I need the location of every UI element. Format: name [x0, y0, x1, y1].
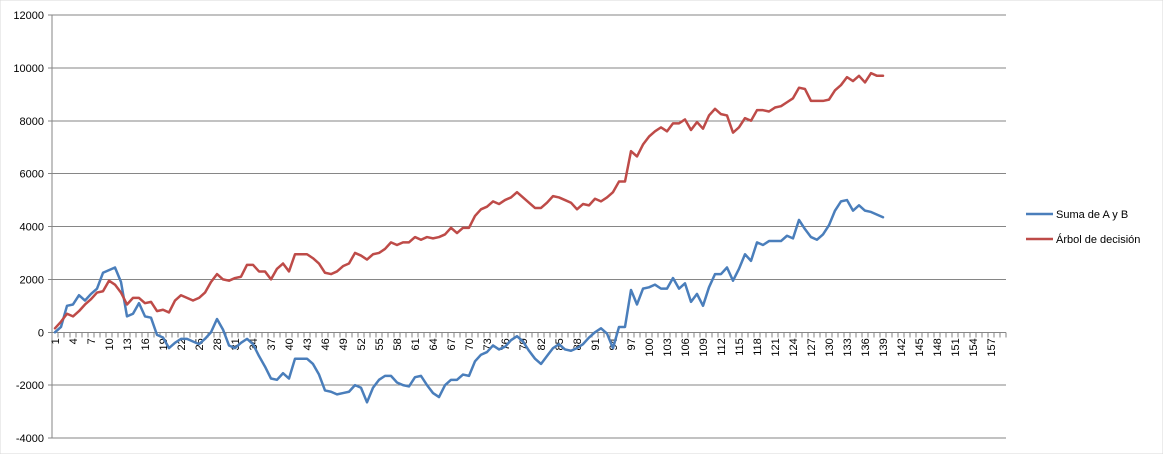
x-tick-label: 64 — [428, 338, 440, 350]
x-tick-label: 1 — [50, 338, 62, 344]
x-tick-label: 19 — [158, 338, 170, 350]
y-tick-label: 2000 — [20, 274, 44, 286]
x-tick-label: 139 — [878, 338, 890, 356]
series-lines — [53, 71, 885, 404]
x-tick-label: 88 — [572, 338, 584, 350]
x-tick-label: 130 — [824, 338, 836, 356]
x-tick-label: 154 — [968, 338, 980, 356]
x-tick-label: 109 — [698, 338, 710, 356]
x-tick-label: 106 — [680, 338, 692, 356]
x-tick-label: 16 — [140, 338, 152, 350]
x-tick-label: 91 — [590, 338, 602, 350]
y-axis: -4000 -2000 0 2000 4000 6000 8000 10000 12000 — [13, 10, 53, 445]
y-tick-label: -4000 — [16, 433, 44, 445]
x-tick-label: 61 — [410, 338, 422, 350]
x-tick-label: 40 — [284, 338, 296, 350]
x-tick-label: 28 — [212, 338, 224, 350]
x-tick-label: 73 — [482, 338, 494, 350]
x-tick-label: 10 — [104, 338, 116, 350]
x-tick-label: 82 — [536, 338, 548, 350]
x-tick-label: 151 — [950, 338, 962, 356]
series-line-1 — [53, 198, 885, 404]
x-tick-label: 67 — [446, 338, 458, 350]
x-tick-label: 46 — [320, 338, 332, 350]
x-tick-label: 7 — [86, 338, 98, 344]
legend-label: Árbol de decisión — [1056, 233, 1140, 246]
x-tick-label: 55 — [374, 338, 386, 350]
x-tick-label: 70 — [464, 338, 476, 350]
x-tick-label: 97 — [626, 338, 638, 350]
y-tick-label: 8000 — [20, 116, 44, 128]
x-tick-label: 103 — [662, 338, 674, 356]
y-tick-label: 10000 — [13, 63, 44, 75]
x-tick-label: 145 — [914, 338, 926, 356]
y-tick-label: 0 — [38, 327, 44, 339]
x-tick-label: 43 — [302, 338, 314, 350]
x-tick-label: 124 — [788, 338, 800, 356]
x-tick-label: 112 — [716, 338, 728, 356]
x-tick-label: 142 — [896, 338, 908, 356]
x-tick-label: 148 — [932, 338, 944, 356]
y-tick-label: 12000 — [13, 10, 44, 22]
x-tick-label: 136 — [860, 338, 872, 356]
x-tick-label: 58 — [392, 338, 404, 350]
y-tick-label: 6000 — [20, 169, 44, 181]
legend-label: Suma de A y B — [1056, 209, 1128, 221]
x-tick-label: 115 — [734, 338, 746, 356]
x-tick-label: 37 — [266, 338, 278, 350]
x-tick-label: 121 — [770, 338, 782, 356]
x-tick-label: 157 — [986, 338, 998, 356]
x-tick-label: 49 — [338, 338, 350, 350]
x-tick-label: 127 — [806, 338, 818, 356]
y-tick-label: -2000 — [16, 380, 44, 392]
y-tick-label: 4000 — [20, 222, 44, 234]
x-tick-label: 52 — [356, 338, 368, 350]
series-line-2 — [53, 71, 885, 330]
x-axis: 1 4 7 10 13 16 19 22 25 28 31 34 37 40 43 46 49 52 55 58 61 6… — [50, 331, 1007, 357]
x-tick-label: 133 — [842, 338, 854, 356]
x-tick-label: 100 — [644, 338, 656, 356]
x-tick-label: 13 — [122, 338, 134, 350]
x-tick-label: 4 — [68, 338, 80, 344]
legend: Suma de A y B Árbol de decisión — [1026, 209, 1140, 246]
x-tick-label: 118 — [752, 338, 764, 356]
